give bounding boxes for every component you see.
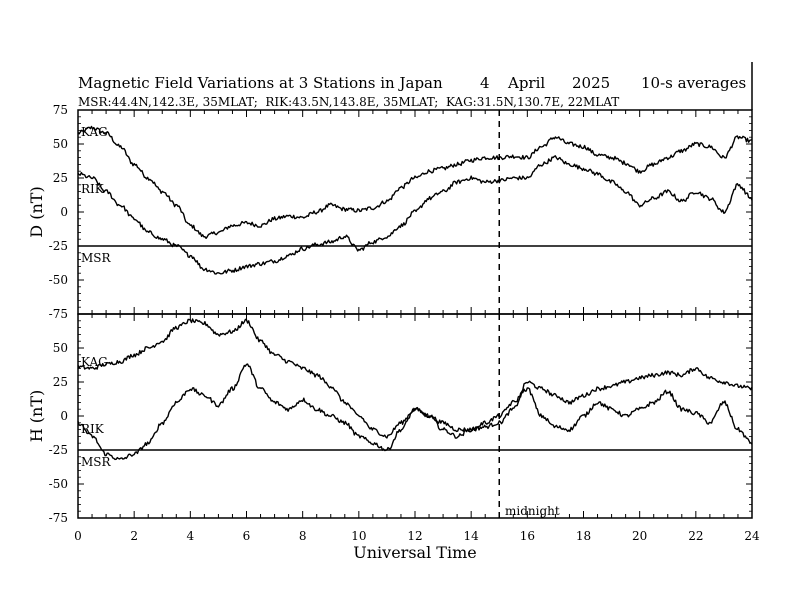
x-tick-label: 0	[74, 529, 82, 543]
d-label-rik: RIK	[81, 182, 105, 196]
chart-title-year: 2025	[572, 74, 610, 92]
x-tick-label: 24	[744, 529, 760, 543]
d-label-msr: MSR	[81, 251, 112, 265]
chart-title-text: Magnetic Field Variations at 3 Stations …	[78, 74, 443, 92]
h-ytick-label: -25	[49, 443, 68, 457]
d-ytick-label: -75	[49, 307, 68, 321]
d-panel: 75 50 25 0 -25 -50 -75 D (nT) KAG RIK MSR	[27, 103, 753, 321]
x-tick-label: 12	[407, 529, 422, 543]
d-ytick-label: -25	[49, 239, 68, 253]
h-label-msr: MSR	[81, 455, 112, 469]
h-label-kag: KAG	[81, 355, 108, 369]
d-ytick-label: -50	[49, 273, 68, 287]
d-ylabel: D (nT)	[27, 186, 46, 237]
h-ytick-label: -50	[49, 477, 68, 491]
x-tick-label: 16	[520, 529, 535, 543]
d-ytick-label: 50	[53, 137, 68, 151]
x-tick-label: 10	[351, 529, 366, 543]
d-label-kag: KAG	[81, 125, 108, 139]
h-series-rik	[77, 363, 753, 461]
chart-subtitle: MSR:44.4N,142.3E, 35MLAT; RIK:43.5N,143.…	[78, 95, 619, 109]
x-tick-label: 2	[130, 529, 138, 543]
chart-title-day: 4	[480, 74, 490, 92]
h-panel: 50 25 0 -25 -50 -75 H (nT) KAG RIK MSR	[27, 313, 753, 525]
x-tick-label: 8	[299, 529, 307, 543]
chart-title-averages: 10-s averages	[641, 74, 746, 92]
x-tick-label: 22	[688, 529, 703, 543]
h-series-kag	[77, 318, 753, 439]
d-ytick-label: 0	[60, 205, 68, 219]
midnight-label: midnight	[505, 504, 560, 518]
d-series-rik	[77, 155, 753, 275]
h-label-rik: RIK	[81, 422, 105, 436]
d-series-kag	[77, 125, 753, 240]
h-ylabel: H (nT)	[27, 390, 46, 443]
chart-title: Magnetic Field Variations at 3 Stations …	[78, 74, 746, 92]
x-tick-label: 6	[243, 529, 251, 543]
h-ytick-label: 50	[53, 341, 68, 355]
h-ytick-label: -75	[49, 511, 68, 525]
d-panel-frame	[77, 109, 753, 315]
x-axis: 0 2 4 6 8 10 12 14 16 18 20 22 24	[74, 529, 760, 543]
x-tick-label: 14	[464, 529, 480, 543]
d-ytick-label: 75	[53, 103, 68, 117]
x-tick-label: 18	[576, 529, 591, 543]
h-ytick-label: 25	[53, 375, 68, 389]
x-tick-label: 4	[187, 529, 195, 543]
x-axis-title: Universal Time	[353, 543, 476, 562]
x-tick-label: 20	[632, 529, 647, 543]
h-panel-frame	[77, 313, 753, 519]
d-ytick-label: 25	[53, 171, 68, 185]
chart-title-month: April	[507, 74, 545, 92]
h-ytick-label: 0	[60, 409, 68, 423]
